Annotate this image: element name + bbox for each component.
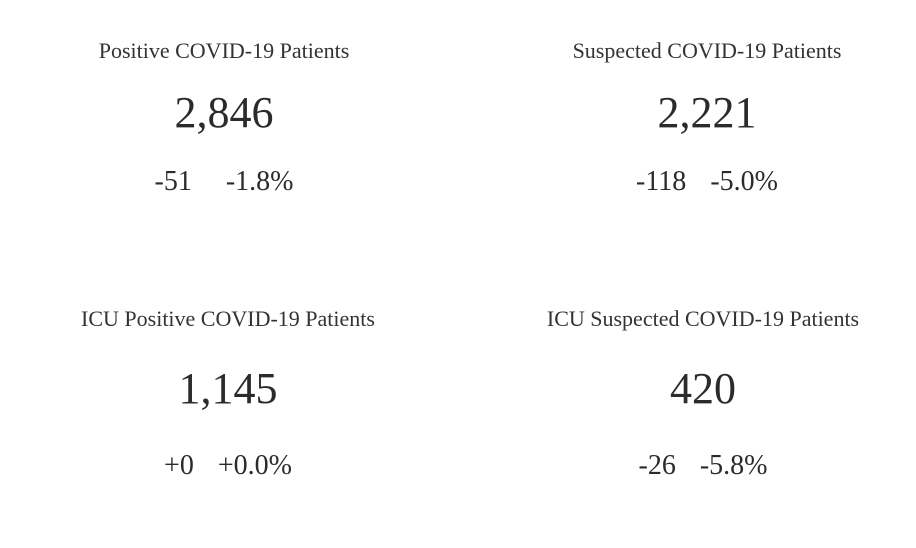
card-icu-positive-patients: ICU Positive COVID-19 Patients 1,145 +0 +… xyxy=(18,306,438,482)
change-absolute: -26 xyxy=(638,450,676,481)
card-value: 420 xyxy=(670,364,736,413)
card-title: ICU Positive COVID-19 Patients xyxy=(81,306,375,331)
card-positive-patients: Positive COVID-19 Patients 2,846 -51 -1.8… xyxy=(14,38,434,198)
card-icu-suspected-patients: ICU Suspected COVID-19 Patients 420 -26-… xyxy=(493,306,913,482)
card-suspected-patients: Suspected COVID-19 Patients 2,221 -118 -5… xyxy=(497,38,916,198)
change-absolute: -118 xyxy=(636,166,687,197)
card-value: 1,145 xyxy=(178,364,278,413)
change-percent: -1.8% xyxy=(225,166,294,197)
change-absolute: -51 xyxy=(154,166,192,197)
change-absolute: +0 xyxy=(164,450,194,481)
card-change: -26 -5.8% xyxy=(493,450,913,482)
card-change: +0 +0.0% xyxy=(18,450,438,482)
card-change: -51 -1.8% xyxy=(14,166,434,198)
card-title: Positive COVID-19 Patients xyxy=(98,38,350,63)
card-change: -118 -5.0% xyxy=(497,166,916,198)
card-value: 2,846 xyxy=(174,88,274,137)
change-percent: +0.0% xyxy=(217,450,292,481)
card-title: Suspected COVID-19 Patients xyxy=(572,38,842,63)
change-percent: -5.8% xyxy=(699,450,768,481)
card-value: 2,221 xyxy=(657,88,757,137)
card-title: ICU Suspected COVID-19 Patients xyxy=(546,306,860,331)
change-percent: -5.0% xyxy=(710,166,778,197)
